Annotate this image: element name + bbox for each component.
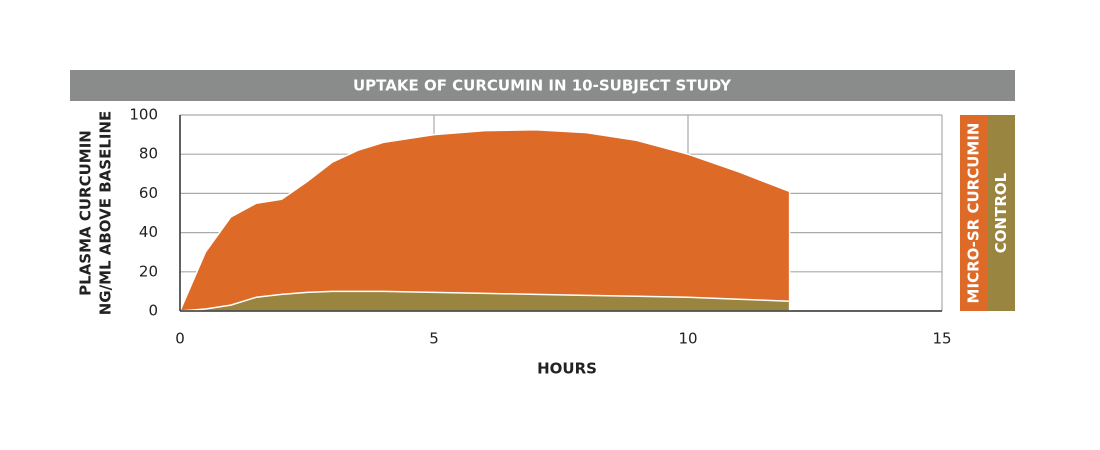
- y-axis-label: PLASMA CURCUMIN: [77, 130, 95, 296]
- legend-swatch: [960, 115, 988, 311]
- area: [179, 290, 791, 312]
- x-tick-label: 15: [932, 330, 951, 348]
- x-tick-label: 5: [429, 330, 439, 348]
- y-tick-label: 40: [139, 223, 158, 241]
- title-bar: [70, 70, 1015, 101]
- x-tick-label: 10: [678, 330, 697, 348]
- y-tick-label: 0: [148, 302, 158, 320]
- y-tick-label: 80: [139, 145, 158, 163]
- y-tick-label: 20: [139, 262, 158, 280]
- area: [179, 128, 791, 312]
- x-tick-label: 0: [175, 330, 185, 348]
- y-tick-label: 60: [139, 184, 158, 202]
- legend-label: MICRO-SR CURCUMIN: [964, 123, 982, 304]
- chart-title: UPTAKE OF CURCUMIN IN 10-SUBJECT STUDY: [353, 77, 732, 95]
- x-axis-label: HOURS: [537, 360, 597, 378]
- y-axis-label: NG/ML ABOVE BASELINE: [97, 111, 115, 316]
- legend-label: CONTROL: [992, 172, 1010, 253]
- y-tick-label: 100: [129, 106, 158, 124]
- legend-swatch: [987, 115, 1015, 311]
